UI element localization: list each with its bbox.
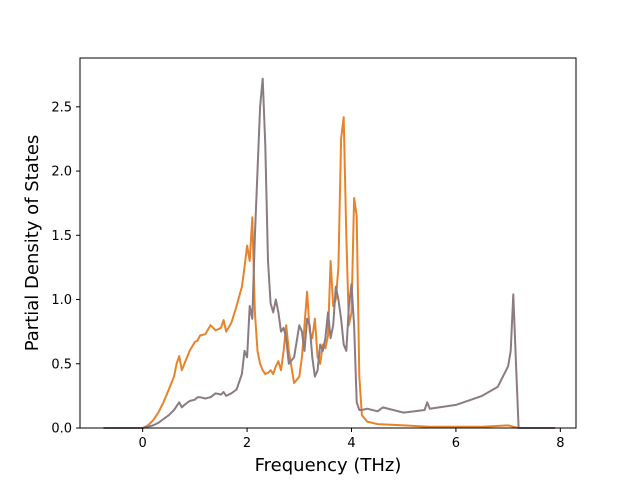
x-tick-label: 8 xyxy=(556,436,564,451)
y-tick-label: 0.0 xyxy=(51,422,72,437)
x-tick-label: 4 xyxy=(347,436,355,451)
series-line-1 xyxy=(103,116,556,429)
series-line-2 xyxy=(103,77,556,429)
y-axis-label: Partial Density of States xyxy=(22,135,43,352)
y-tick-label: 1.5 xyxy=(51,229,72,244)
y-tick-label: 2.0 xyxy=(51,165,72,180)
x-tick-label: 6 xyxy=(452,436,460,451)
x-axis-ticks: 0 2 4 6 8 xyxy=(139,428,564,451)
y-tick-label: 2.5 xyxy=(51,100,72,115)
y-tick-label: 1.0 xyxy=(51,293,72,308)
plot-area-frame xyxy=(79,57,577,429)
y-tick-label: 0.5 xyxy=(51,357,72,372)
x-tick-label: 2 xyxy=(243,436,251,451)
x-tick-label: 0 xyxy=(139,436,147,451)
x-axis-label: Frequency (THz) xyxy=(255,455,402,476)
plot-lines xyxy=(103,77,556,429)
y-axis-ticks: 0.0 0.5 1.0 1.5 2.0 2.5 xyxy=(51,100,80,437)
